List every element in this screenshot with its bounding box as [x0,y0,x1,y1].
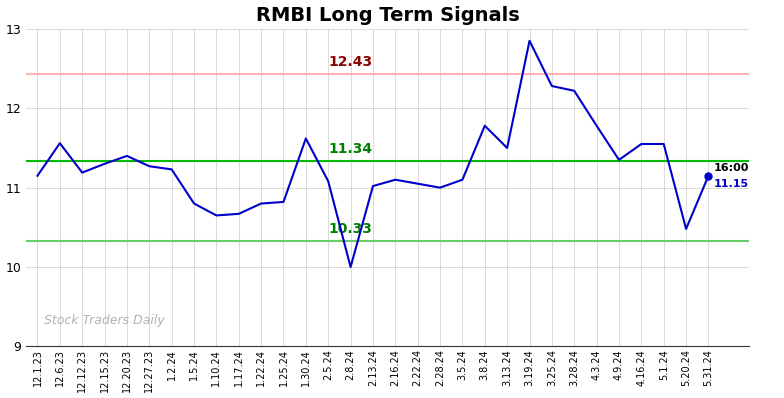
Text: 11.34: 11.34 [328,142,372,156]
Text: 12.43: 12.43 [328,55,372,69]
Text: Stock Traders Daily: Stock Traders Daily [44,314,165,327]
Text: 10.33: 10.33 [328,222,372,236]
Title: RMBI Long Term Signals: RMBI Long Term Signals [256,6,519,25]
Text: 11.15: 11.15 [714,179,750,189]
Text: 16:00: 16:00 [714,163,750,173]
